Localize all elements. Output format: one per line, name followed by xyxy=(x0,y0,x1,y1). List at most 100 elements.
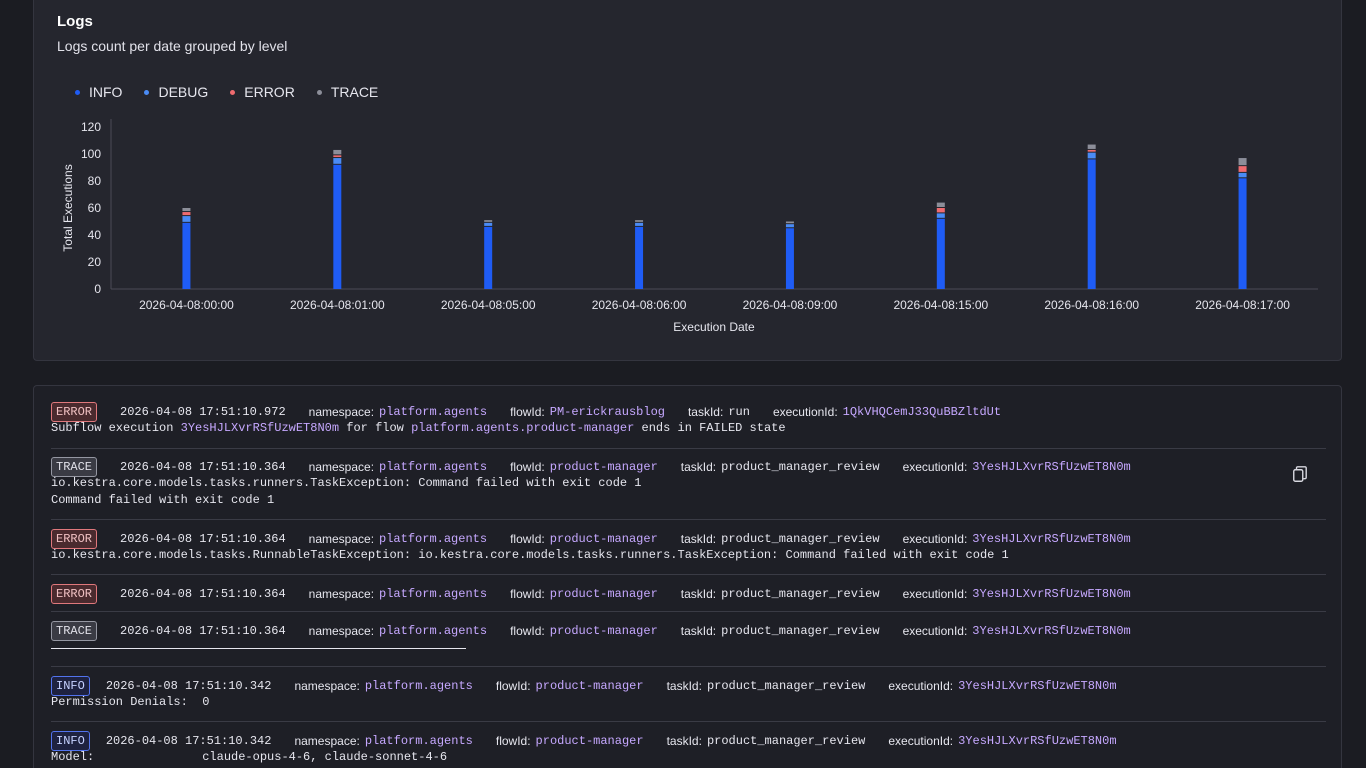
log-timestamp: 2026-04-08 17:51:10.342 xyxy=(105,733,272,748)
flow-link[interactable]: PM-erickrausblog xyxy=(549,404,665,419)
task-id: product_manager_review xyxy=(721,531,880,546)
flow-label: flowId: xyxy=(510,459,545,474)
flow-link[interactable]: product-manager xyxy=(535,733,644,748)
log-message-line: io.kestra.core.models.tasks.runners.Task… xyxy=(51,476,642,490)
legend-dot-info xyxy=(75,89,80,95)
task-label: taskId: xyxy=(680,459,717,474)
bar-segment-info xyxy=(785,228,794,289)
task-id: product_manager_review xyxy=(721,623,880,638)
namespace-link[interactable]: platform.agents xyxy=(379,623,488,638)
y-tick-label: 100 xyxy=(81,147,101,161)
flow-label: flowId: xyxy=(495,733,531,748)
execution-label: executionId: xyxy=(902,623,968,638)
execution-label: executionId: xyxy=(888,678,954,693)
flow-link[interactable]: product-manager xyxy=(535,678,644,693)
log-message-line: Permission Denials: 0 xyxy=(51,695,210,709)
log-message-line: Command failed with exit code 1 xyxy=(51,493,275,507)
bar-segment-trace xyxy=(484,220,493,222)
legend-label-debug: DEBUG xyxy=(158,84,209,100)
execution-label: executionId: xyxy=(902,459,968,474)
y-tick-label: 80 xyxy=(88,174,102,188)
namespace-link[interactable]: platform.agents xyxy=(379,404,488,419)
flow-label: flowId: xyxy=(510,586,545,601)
legend-item-info[interactable]: INFO xyxy=(75,84,122,100)
legend-label-error: ERROR xyxy=(244,84,295,100)
execution-link[interactable]: 3YesHJLXvrRSfUzwET8N0m xyxy=(958,733,1117,748)
task-id: product_manager_review xyxy=(706,678,866,693)
execution-link[interactable]: 3YesHJLXvrRSfUzwET8N0m xyxy=(972,623,1131,638)
x-tick-label: 2026-04-08:06:00 xyxy=(592,298,687,312)
log-meta: INFO 2026-04-08 17:51:10.342 namespace: pla… xyxy=(51,730,1117,751)
x-tick-label: 2026-04-08:09:00 xyxy=(743,298,838,312)
namespace-link[interactable]: platform.agents xyxy=(364,678,473,693)
flow-link[interactable]: product-manager xyxy=(549,531,658,546)
bar-segment-trace xyxy=(635,220,644,222)
flow-link[interactable]: product-manager xyxy=(549,586,658,601)
message-link[interactable]: platform.agents.product-manager xyxy=(411,421,635,435)
namespace-label: namespace: xyxy=(308,531,375,546)
x-tick-label: 2026-04-08:01:00 xyxy=(290,298,385,312)
task-label: taskId: xyxy=(680,531,717,546)
logs-bar-chart: 0 20 40 60 80 100 120 Total Executions Execution… xyxy=(61,119,1318,334)
task-label: taskId: xyxy=(666,678,702,693)
execution-link[interactable]: 1QkVHQCemJ33QuBBZltdUt xyxy=(842,404,1002,419)
bar-segment-info xyxy=(1238,178,1247,289)
bar-segment-trace xyxy=(333,149,342,155)
y-axis-title: Total Executions xyxy=(61,164,75,251)
bar-segment-debug xyxy=(333,158,342,164)
legend-label-info: INFO xyxy=(89,84,123,100)
log-separator xyxy=(51,611,1326,612)
flow-label: flowId: xyxy=(510,531,545,546)
log-meta: ERROR 2026-04-08 17:51:10.364 namespace: pl… xyxy=(51,583,1131,604)
x-tick-label: 2026-04-08:05:00 xyxy=(441,298,536,312)
task-label: taskId: xyxy=(666,733,702,748)
log-timestamp: 2026-04-08 17:51:10.364 xyxy=(120,531,286,546)
log-meta: INFO 2026-04-08 17:51:10.342 namespace: pla… xyxy=(51,675,1117,696)
bar-segment-error xyxy=(936,208,945,213)
legend-dot-trace xyxy=(316,89,322,95)
flow-link[interactable]: product-manager xyxy=(549,459,658,474)
namespace-link[interactable]: platform.agents xyxy=(379,531,488,546)
log-meta: ERROR 2026-04-08 17:51:10.972 namespace: pl… xyxy=(51,401,1001,422)
bar-segment-trace xyxy=(936,202,945,207)
execution-link[interactable]: 3YesHJLXvrRSfUzwET8N0m xyxy=(972,586,1131,601)
namespace-link[interactable]: platform.agents xyxy=(379,459,488,474)
log-timestamp: 2026-04-08 17:51:10.364 xyxy=(120,623,286,638)
bar-segment-debug xyxy=(484,222,493,226)
namespace-label: namespace: xyxy=(294,678,360,693)
execution-link[interactable]: 3YesHJLXvrRSfUzwET8N0m xyxy=(972,459,1131,474)
x-tick-label: 2026-04-08:16:00 xyxy=(1044,298,1139,312)
x-axis-title: Execution Date xyxy=(673,320,755,334)
x-tick-label: 2026-04-08:15:00 xyxy=(893,298,988,312)
bar-segment-info xyxy=(484,226,493,289)
execution-link[interactable]: 3YesHJLXvrRSfUzwET8N0m xyxy=(958,678,1117,693)
bar-segment-info xyxy=(936,218,945,289)
message-text: for flow xyxy=(339,421,412,435)
log-separator xyxy=(51,666,1326,667)
log-separator xyxy=(51,574,1326,575)
namespace-link[interactable]: platform.agents xyxy=(379,586,488,601)
log-level-badge: ERROR xyxy=(51,583,98,604)
execution-label: executionId: xyxy=(888,733,954,748)
bar-segment-info xyxy=(182,222,191,289)
task-id: run xyxy=(728,404,750,419)
namespace-link[interactable]: platform.agents xyxy=(364,733,473,748)
message-link[interactable]: 3YesHJLXvrRSfUzwET8N0m xyxy=(180,421,340,435)
log-level-badge: INFO xyxy=(51,730,90,751)
log-level-badge: ERROR xyxy=(51,401,98,422)
task-label: taskId: xyxy=(680,586,717,601)
legend-item-error[interactable]: ERROR xyxy=(230,84,295,100)
log-list-panel: ERROR 2026-04-08 17:51:10.972 namespace: pl… xyxy=(33,385,1342,768)
log-separator xyxy=(51,519,1326,520)
message-text: ends in FAILED state xyxy=(634,421,786,435)
log-level-badge: TRACE xyxy=(51,456,98,477)
legend-item-debug[interactable]: DEBUG xyxy=(144,84,208,100)
bar-segment-error xyxy=(333,155,342,158)
legend-item-trace[interactable]: TRACE xyxy=(316,84,378,100)
execution-link[interactable]: 3YesHJLXvrRSfUzwET8N0m xyxy=(972,531,1131,546)
copy-icon[interactable] xyxy=(1293,466,1307,482)
task-id: product_manager_review xyxy=(706,733,866,748)
flow-link[interactable]: product-manager xyxy=(549,623,658,638)
bar-segment-error xyxy=(1238,166,1247,172)
bar-segment-debug xyxy=(936,213,945,218)
